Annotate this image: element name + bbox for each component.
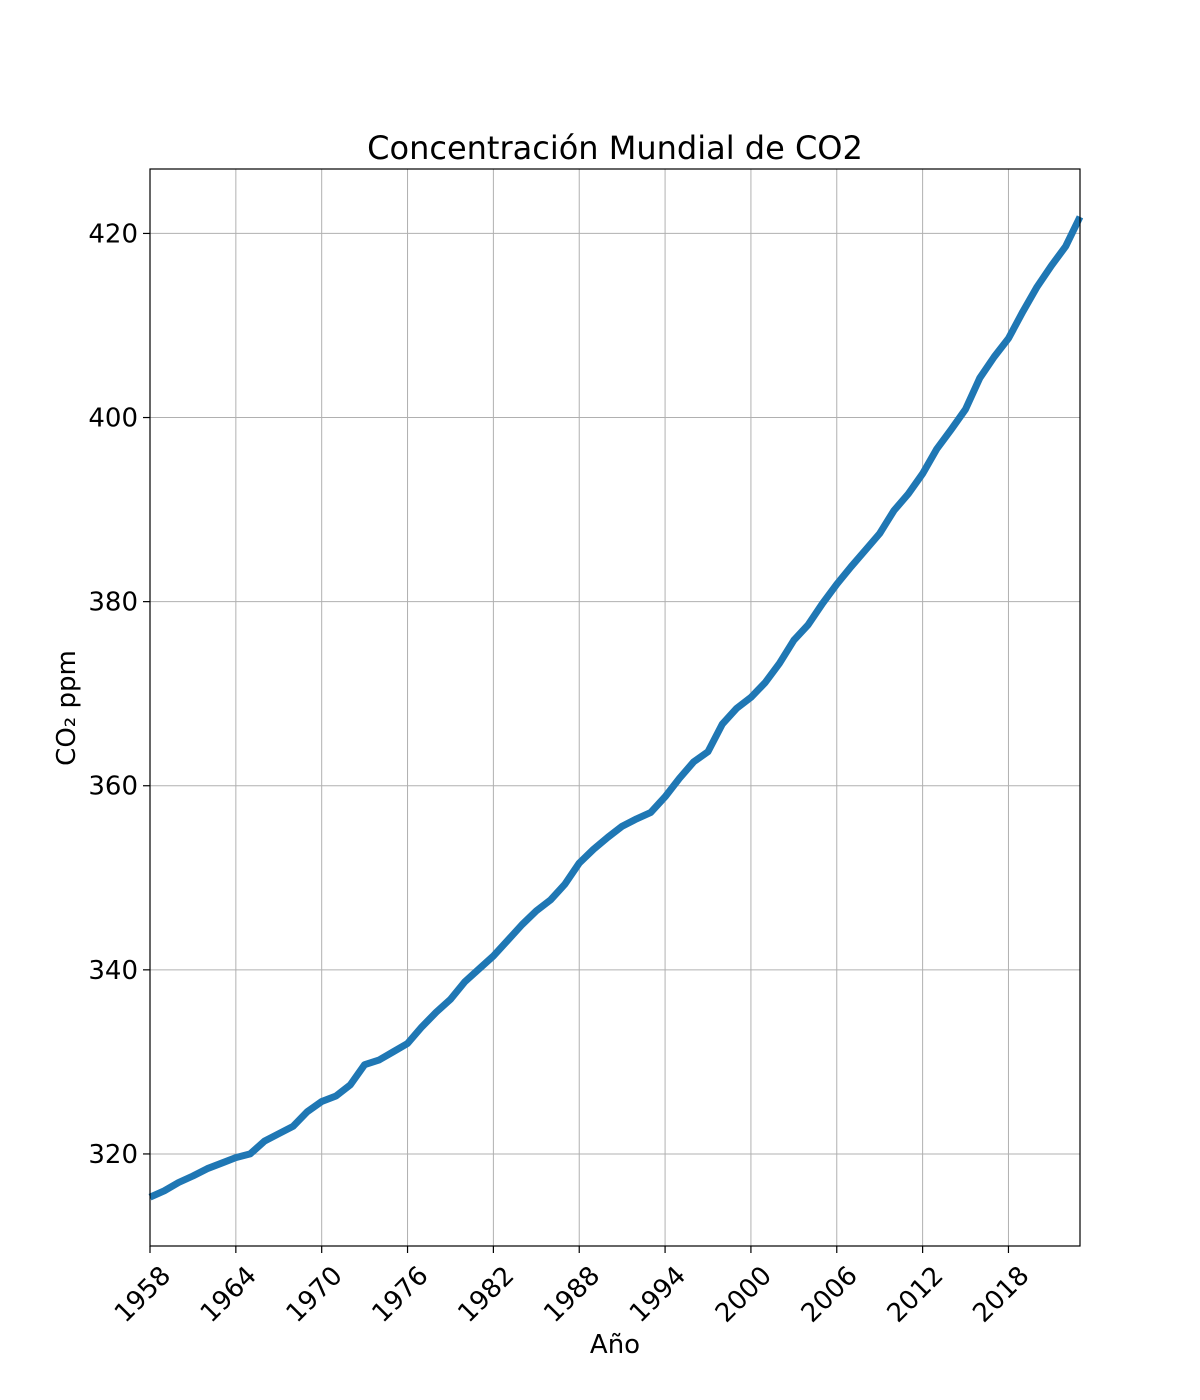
x-tick-label: 1982 — [452, 1261, 520, 1329]
x-tick-label: 1958 — [109, 1261, 177, 1329]
x-tick-label: 1964 — [195, 1261, 263, 1329]
x-tick-label: 2012 — [882, 1261, 950, 1329]
y-tick-label: 320 — [88, 1140, 138, 1170]
chart-title: Concentración Mundial de CO2 — [367, 129, 863, 167]
co2-series-line — [148, 215, 1084, 1201]
plot-area-frame — [149, 168, 1081, 1247]
y-tick-label: 400 — [88, 404, 138, 434]
x-tick-label: 1970 — [281, 1261, 349, 1329]
y-tick-label: 420 — [88, 219, 138, 249]
x-tick-label: 1976 — [366, 1261, 434, 1329]
y-tick-label: 340 — [88, 956, 138, 986]
x-tick-label: 1994 — [624, 1261, 692, 1329]
y-tick-label: 360 — [88, 772, 138, 802]
x-tick-label: 1988 — [538, 1261, 606, 1329]
y-tick-label: 380 — [88, 588, 138, 618]
y-axis-ticks: 320 340 360 380 400 420 — [88, 219, 150, 1170]
x-tick-label: 2000 — [710, 1261, 778, 1329]
x-tick-label: 2018 — [967, 1261, 1035, 1329]
y-axis-label: CO₂ ppm — [52, 650, 82, 766]
x-tick-label: 2006 — [796, 1261, 864, 1329]
x-axis-label: Año — [590, 1330, 640, 1360]
x-axis-ticks: 1958 1964 1970 1976 1982 1988 1994 2000 2006 2012… — [109, 1246, 1035, 1329]
grid-lines — [149, 169, 1080, 1246]
